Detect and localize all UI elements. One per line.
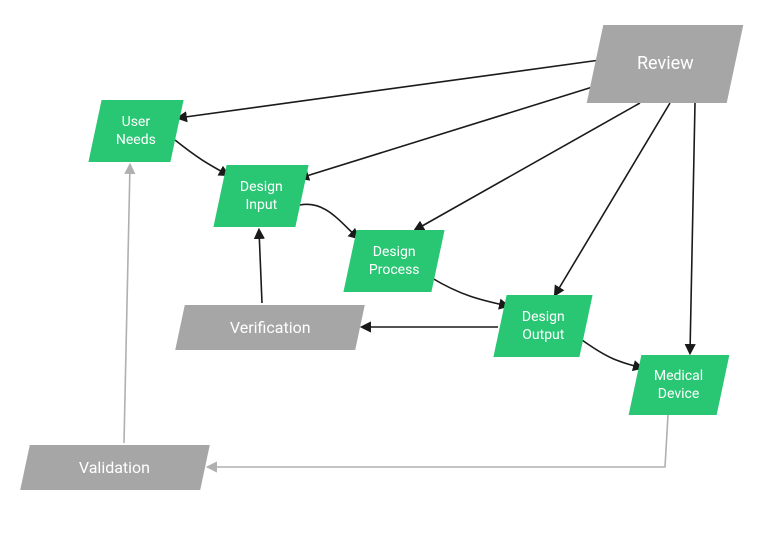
edge-medical_device-to-validation: [208, 415, 668, 467]
node-design-output: Design Output: [500, 295, 586, 357]
edge-review-to-design_process: [415, 103, 640, 230]
diagram-stage: Review User Needs Design Input Design Pr…: [0, 0, 759, 550]
node-design-input-label: Design Input: [240, 179, 283, 214]
edge-review-to-design_output: [555, 103, 670, 295]
node-design-process-label: Design Process: [369, 244, 420, 279]
node-review-label: Review: [637, 53, 694, 76]
node-user-needs: User Needs: [95, 100, 177, 162]
node-review: Review: [595, 25, 735, 103]
node-validation: Validation: [25, 445, 205, 490]
node-verification-label: Verification: [230, 318, 311, 338]
node-medical-device-label: Medical Device: [654, 368, 703, 403]
node-validation-label: Validation: [79, 458, 150, 478]
node-verification: Verification: [180, 305, 360, 350]
edge-review-to-medical_device: [690, 103, 695, 353]
node-medical-device: Medical Device: [635, 355, 723, 415]
node-user-needs-label: User Needs: [116, 114, 156, 149]
node-design-process: Design Process: [350, 230, 438, 292]
edge-design_process-to-design_output: [432, 278, 508, 306]
edge-validation-to-user_needs: [124, 165, 130, 443]
edge-review-to-user_needs: [178, 60, 600, 118]
edge-design_output-to-medical_device: [582, 340, 642, 368]
node-design-input: Design Input: [220, 165, 302, 227]
edge-review-to-design_input: [300, 80, 615, 178]
node-design-output-label: Design Output: [522, 309, 565, 344]
edge-verification-to-design_input: [259, 230, 262, 303]
